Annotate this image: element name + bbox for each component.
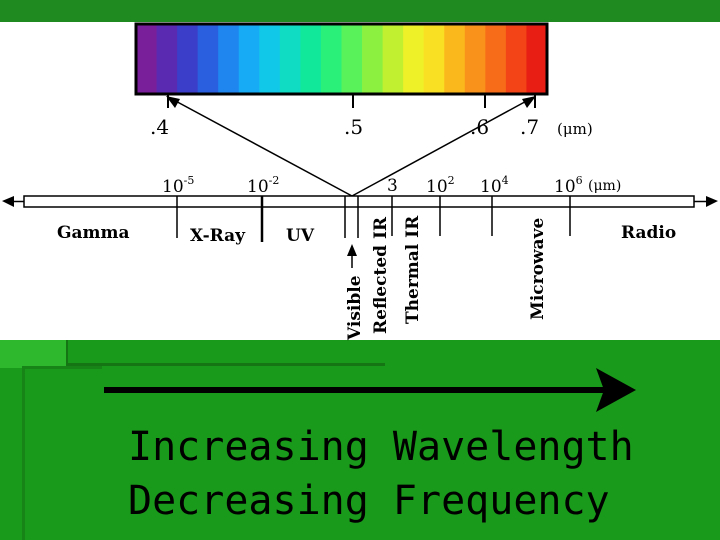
- spectrum-color-band: [218, 24, 240, 94]
- region-label-uv: UV: [286, 226, 315, 246]
- caption-line-wavelength: Increasing Wavelength: [128, 424, 634, 470]
- spectrum-color-band: [423, 24, 445, 94]
- region-label-thermal-ir: Thermal IR: [403, 215, 423, 324]
- scale-unit: (μm): [557, 120, 593, 138]
- top-bar: [0, 0, 720, 22]
- spectrum-color-band: [156, 24, 178, 94]
- spectrum-color-band: [362, 24, 384, 94]
- decor-shadow-vertical: [22, 366, 25, 540]
- spectrum-color-band: [403, 24, 425, 94]
- spectrum-color-band: [464, 24, 486, 94]
- zoom-line-left: [169, 97, 353, 197]
- region-label-radio: Radio: [621, 223, 676, 243]
- spectrum-color-band: [341, 24, 363, 94]
- spectrum-color-band: [197, 24, 219, 94]
- visible-spectrum-bar: [136, 24, 548, 94]
- arrowhead-left-icon: [166, 96, 180, 108]
- spectrum-color-band: [177, 24, 199, 94]
- spectrum-color-band: [279, 24, 301, 94]
- spectrum-color-band: [382, 24, 404, 94]
- spectrum-color-band: [320, 24, 343, 94]
- spectrum-color-band: [136, 24, 158, 94]
- axis-unit: (μm): [588, 178, 621, 194]
- region-label-gamma: Gamma: [57, 223, 130, 243]
- direction-arrow-head-icon: [596, 368, 636, 412]
- decor-block-left: [0, 340, 68, 368]
- spectrum-color-band: [526, 24, 548, 94]
- axis-arrow-right-icon: [706, 196, 718, 207]
- region-label-microwave: Microwave: [528, 218, 548, 320]
- axis-tick-label: 104: [480, 174, 509, 197]
- axis-tick-label: 102: [426, 174, 455, 197]
- spectrum-color-band: [444, 24, 466, 94]
- decor-shadow-horizontal: [22, 366, 102, 369]
- decor-line-vertical: [66, 340, 68, 368]
- decor-line-horizontal: [68, 363, 385, 366]
- axis-tick-label: 10-5: [162, 174, 194, 197]
- scale-label-05: .5: [344, 115, 363, 139]
- spectrum-axis-bar: [23, 195, 695, 208]
- region-label-xray: X-Ray: [190, 226, 246, 246]
- region-label-reflected-ir: Reflected IR: [371, 216, 391, 334]
- scale-label-07: .7: [520, 115, 539, 139]
- spectrum-color-band: [505, 24, 528, 94]
- spectrum-color-band: [238, 24, 260, 94]
- caption-line-frequency: Decreasing Frequency: [128, 478, 610, 524]
- axis-tick-label: 10-2: [247, 174, 279, 197]
- spectrum-color-band: [485, 24, 507, 94]
- zoom-line-right: [351, 97, 533, 197]
- axis-tick-label: 106: [554, 174, 583, 197]
- arrowhead-right-icon: [522, 96, 536, 108]
- visible-pointer-arrow-icon: [347, 244, 357, 256]
- spectrum-bar-frame: [134, 22, 549, 96]
- spectrum-color-band: [300, 24, 322, 94]
- region-label-visible: Visible: [345, 275, 365, 341]
- axis-arrow-left-icon: [2, 196, 14, 207]
- spectrum-color-band: [259, 24, 281, 94]
- axis-tick-label: 3: [387, 176, 398, 196]
- scale-label-04: .4: [150, 115, 169, 139]
